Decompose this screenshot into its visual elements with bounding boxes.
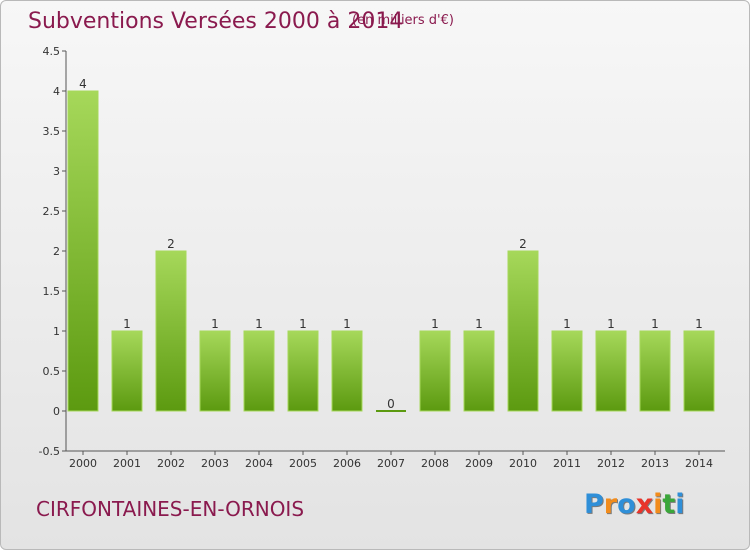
data-label: 1 bbox=[211, 317, 219, 331]
bar bbox=[287, 330, 319, 412]
data-label: 1 bbox=[255, 317, 263, 331]
bar bbox=[199, 330, 231, 412]
bar bbox=[155, 250, 187, 412]
chart-bars bbox=[67, 90, 715, 412]
data-label: 1 bbox=[695, 317, 703, 331]
y-tick-label: -0.5 bbox=[39, 445, 60, 458]
y-tick-label: 4 bbox=[53, 85, 60, 98]
x-tick-label: 2012 bbox=[597, 457, 625, 470]
bar bbox=[331, 330, 363, 412]
y-tick-label: 1.5 bbox=[43, 285, 61, 298]
data-label: 0 bbox=[387, 397, 395, 411]
data-label: 1 bbox=[123, 317, 131, 331]
logo-letter: x bbox=[635, 489, 654, 520]
x-tick-label: 2004 bbox=[245, 457, 273, 470]
bar bbox=[639, 330, 671, 412]
bar bbox=[376, 410, 406, 412]
x-tick-label: 2009 bbox=[465, 457, 493, 470]
x-tick-label: 2013 bbox=[641, 457, 669, 470]
y-tick-label: 1 bbox=[53, 325, 60, 338]
x-tick-label: 2006 bbox=[333, 457, 361, 470]
data-label: 1 bbox=[475, 317, 483, 331]
x-tick-label: 2003 bbox=[201, 457, 229, 470]
logo-letter: P bbox=[584, 489, 604, 520]
bar bbox=[595, 330, 627, 412]
logo-letter: r bbox=[603, 489, 618, 520]
x-tick-label: 2001 bbox=[113, 457, 141, 470]
proxiti-logo: Proxiti bbox=[584, 489, 685, 520]
logo-letter: t bbox=[662, 489, 676, 520]
bar bbox=[683, 330, 715, 412]
logo-letter: o bbox=[617, 489, 636, 520]
commune-name: CIRFONTAINES-EN-ORNOIS bbox=[36, 497, 305, 521]
data-label: 1 bbox=[343, 317, 351, 331]
bar bbox=[243, 330, 275, 412]
y-tick-label: 2.5 bbox=[43, 205, 61, 218]
logo-letter: i bbox=[675, 489, 685, 520]
y-tick-label: 4.5 bbox=[43, 45, 61, 58]
x-tick-label: 2002 bbox=[157, 457, 185, 470]
data-label: 1 bbox=[563, 317, 571, 331]
bar bbox=[463, 330, 495, 412]
x-tick-label: 2008 bbox=[421, 457, 449, 470]
logo-letter: i bbox=[653, 489, 663, 520]
y-tick-label: 0 bbox=[53, 405, 60, 418]
x-tick-label: 2005 bbox=[289, 457, 317, 470]
bar bbox=[551, 330, 583, 412]
data-label: 1 bbox=[299, 317, 307, 331]
y-tick-label: 0.5 bbox=[43, 365, 61, 378]
bar bbox=[507, 250, 539, 412]
bar bbox=[67, 90, 99, 412]
data-label: 2 bbox=[519, 237, 527, 251]
data-label: 1 bbox=[651, 317, 659, 331]
y-tick-label: 3.5 bbox=[43, 125, 61, 138]
data-label: 1 bbox=[607, 317, 615, 331]
chart-title: Subventions Versées 2000 à 2014 bbox=[28, 9, 404, 34]
data-label: 2 bbox=[167, 237, 175, 251]
x-tick-label: 2010 bbox=[509, 457, 537, 470]
y-tick-label: 3 bbox=[53, 165, 60, 178]
data-label: 4 bbox=[79, 77, 87, 91]
chart-subtitle: (en milliers d'€) bbox=[352, 13, 454, 28]
chart-axes: -0.5 0 0.5 1 1.5 2 2.5 3 3.5 4 4.5 bbox=[39, 45, 725, 458]
x-tick-label: 2000 bbox=[69, 457, 97, 470]
y-tick-label: 2 bbox=[53, 245, 60, 258]
x-tick-label: 2007 bbox=[377, 457, 405, 470]
data-label: 1 bbox=[431, 317, 439, 331]
chart-labels: 4 2000 1 2001 2 2002 1 2003 1 2004 1 2005 1 2006 0 2007… bbox=[69, 77, 713, 470]
bar bbox=[111, 330, 143, 412]
bar bbox=[419, 330, 451, 412]
x-tick-label: 2014 bbox=[685, 457, 713, 470]
x-tick-label: 2011 bbox=[553, 457, 581, 470]
